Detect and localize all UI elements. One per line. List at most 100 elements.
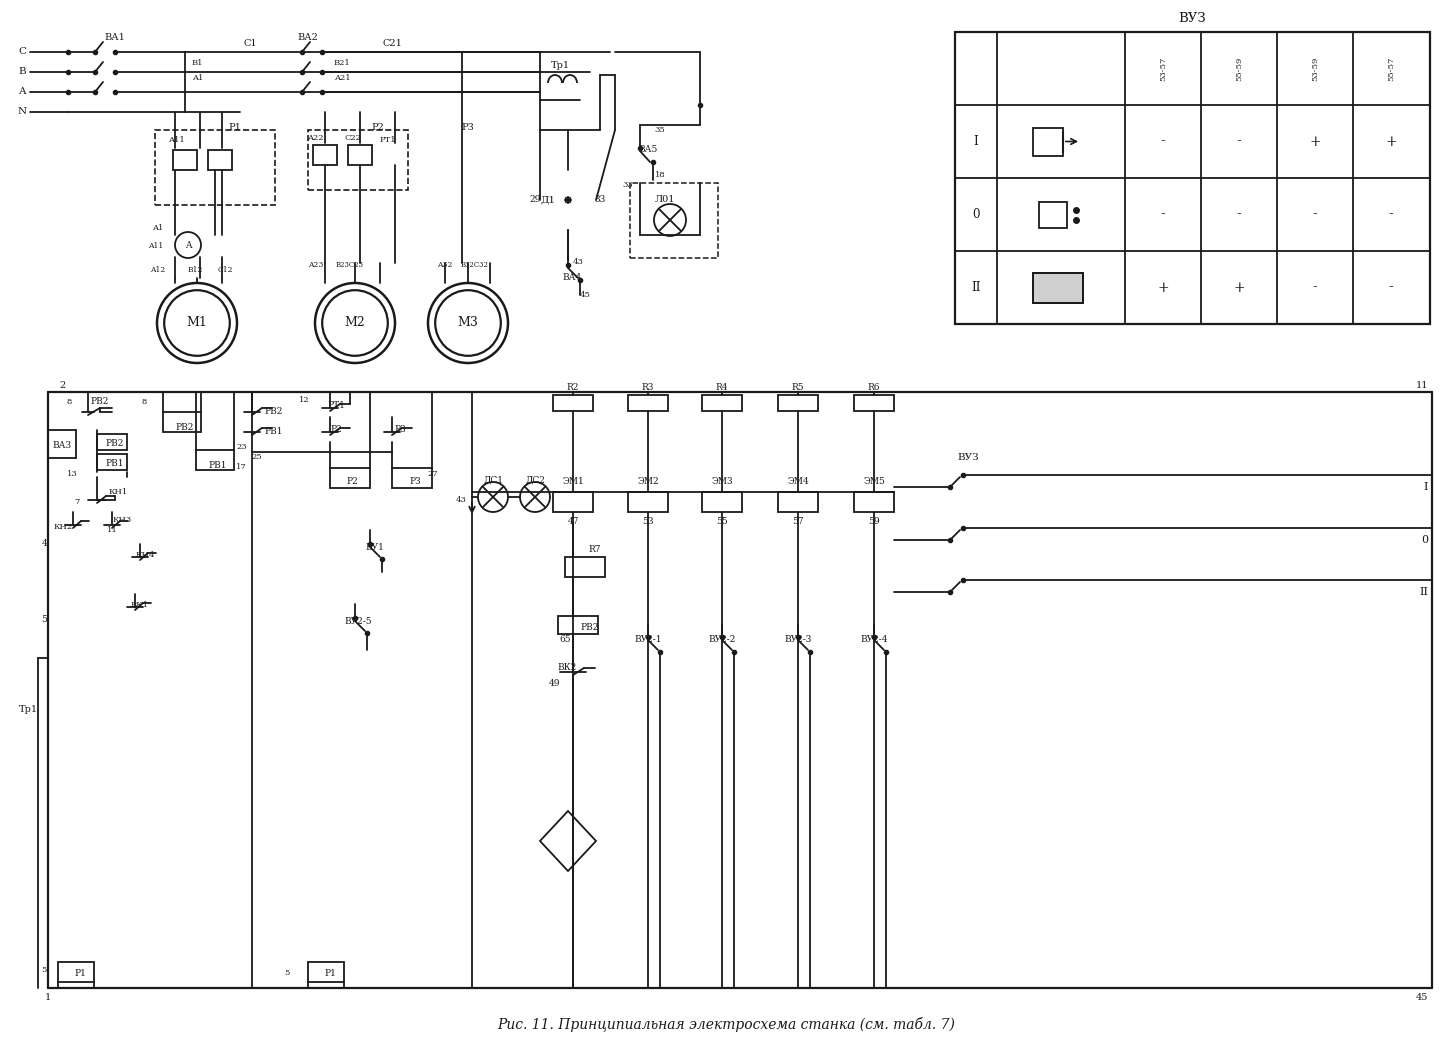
Text: 55: 55 <box>716 517 727 527</box>
Text: 13: 13 <box>67 469 78 478</box>
Text: A12: A12 <box>150 266 166 274</box>
Text: 53: 53 <box>642 517 653 527</box>
Text: 11: 11 <box>106 526 118 534</box>
Text: A23: A23 <box>308 261 324 269</box>
Bar <box>330 468 370 488</box>
Text: 25: 25 <box>251 453 263 461</box>
Bar <box>1040 202 1067 228</box>
Text: КН1: КН1 <box>109 488 128 496</box>
Text: ВА1: ВА1 <box>105 33 125 43</box>
Bar <box>553 492 592 512</box>
Text: 5: 5 <box>285 969 290 977</box>
Text: B32C32: B32C32 <box>460 261 489 269</box>
Text: 12: 12 <box>299 396 309 404</box>
Text: A1: A1 <box>151 224 163 232</box>
Bar <box>553 395 592 411</box>
Text: A11: A11 <box>148 242 163 250</box>
Text: 8: 8 <box>67 398 73 406</box>
Text: 45: 45 <box>579 291 591 299</box>
Text: +: + <box>1310 134 1321 149</box>
Bar <box>392 468 433 488</box>
Text: 47: 47 <box>568 517 579 527</box>
Bar <box>155 130 274 205</box>
Text: КН2: КН2 <box>54 523 73 531</box>
Text: 4: 4 <box>41 539 46 549</box>
Text: ВА2: ВА2 <box>298 33 318 43</box>
Text: Р2: Р2 <box>330 426 341 434</box>
Bar <box>701 395 742 411</box>
Bar <box>955 32 1430 324</box>
Text: ВА5: ВА5 <box>639 146 658 154</box>
Text: РВ2: РВ2 <box>106 439 125 449</box>
Text: C1: C1 <box>242 39 257 48</box>
Text: Р3: Р3 <box>409 478 421 486</box>
Bar <box>308 962 344 982</box>
Text: R3: R3 <box>642 383 655 392</box>
Text: 59: 59 <box>868 517 880 527</box>
Text: PT1: PT1 <box>379 136 396 144</box>
Text: R4: R4 <box>716 383 729 392</box>
Text: РВ1: РВ1 <box>209 460 228 469</box>
Text: ВУ2-4: ВУ2-4 <box>860 635 887 644</box>
Text: P1: P1 <box>228 124 241 132</box>
Bar <box>314 145 337 166</box>
Text: C22: C22 <box>344 134 362 142</box>
Text: РВ2: РВ2 <box>581 623 600 632</box>
Text: -: - <box>1388 207 1394 222</box>
Text: -: - <box>1388 280 1394 295</box>
Text: ДС2: ДС2 <box>526 476 544 484</box>
Text: R5: R5 <box>791 383 804 392</box>
Text: ВУ2-1: ВУ2-1 <box>635 635 662 644</box>
Text: 23: 23 <box>237 443 247 451</box>
Text: A22: A22 <box>306 134 324 142</box>
Text: B: B <box>19 68 26 76</box>
Text: -: - <box>1160 207 1166 222</box>
Text: Tp1: Tp1 <box>19 706 38 714</box>
Text: 53-59: 53-59 <box>1311 56 1318 81</box>
Text: N: N <box>17 107 26 117</box>
Text: P1: P1 <box>74 969 86 979</box>
Bar <box>565 557 605 577</box>
Text: C: C <box>17 48 26 56</box>
Text: 49: 49 <box>549 680 560 688</box>
Bar <box>173 150 197 170</box>
Text: M3: M3 <box>457 316 479 330</box>
Text: -: - <box>1237 207 1241 222</box>
Text: A: A <box>19 87 26 97</box>
Bar <box>97 454 126 469</box>
Bar <box>778 492 817 512</box>
Text: КН4: КН4 <box>135 551 155 559</box>
Bar <box>208 150 232 170</box>
Text: ВУ2-3: ВУ2-3 <box>784 635 812 644</box>
Bar <box>1032 273 1083 303</box>
Text: ЭМ2: ЭМ2 <box>637 478 659 486</box>
Bar <box>630 183 717 258</box>
Text: ВК1: ВК1 <box>131 601 150 609</box>
Bar <box>778 395 817 411</box>
Text: Tp1: Tp1 <box>550 60 569 70</box>
Text: B21: B21 <box>334 59 350 67</box>
Text: -: - <box>1160 134 1166 149</box>
Bar <box>629 492 668 512</box>
Text: РВ2: РВ2 <box>264 407 283 416</box>
Text: +: + <box>1157 280 1169 295</box>
Text: 27: 27 <box>428 469 439 478</box>
Text: ВУЗ: ВУЗ <box>957 453 979 461</box>
Text: ЭМ4: ЭМ4 <box>787 478 809 486</box>
Text: ВУ1: ВУ1 <box>366 542 385 552</box>
Bar <box>308 130 408 191</box>
Text: A: A <box>184 240 192 250</box>
Text: 33: 33 <box>594 196 605 204</box>
Text: R6: R6 <box>868 383 880 392</box>
Text: Р2: Р2 <box>346 478 357 486</box>
Text: P3: P3 <box>462 124 475 132</box>
Text: 0: 0 <box>973 208 980 221</box>
Text: Р3: Р3 <box>393 426 407 434</box>
Text: Д1: Д1 <box>540 196 556 204</box>
Text: ВК2: ВК2 <box>558 662 576 671</box>
Text: 8: 8 <box>142 398 147 406</box>
Text: ВУ2-5: ВУ2-5 <box>344 617 372 627</box>
Text: 0: 0 <box>1422 535 1427 545</box>
Text: P1: P1 <box>324 969 335 979</box>
Text: C21: C21 <box>382 39 402 48</box>
